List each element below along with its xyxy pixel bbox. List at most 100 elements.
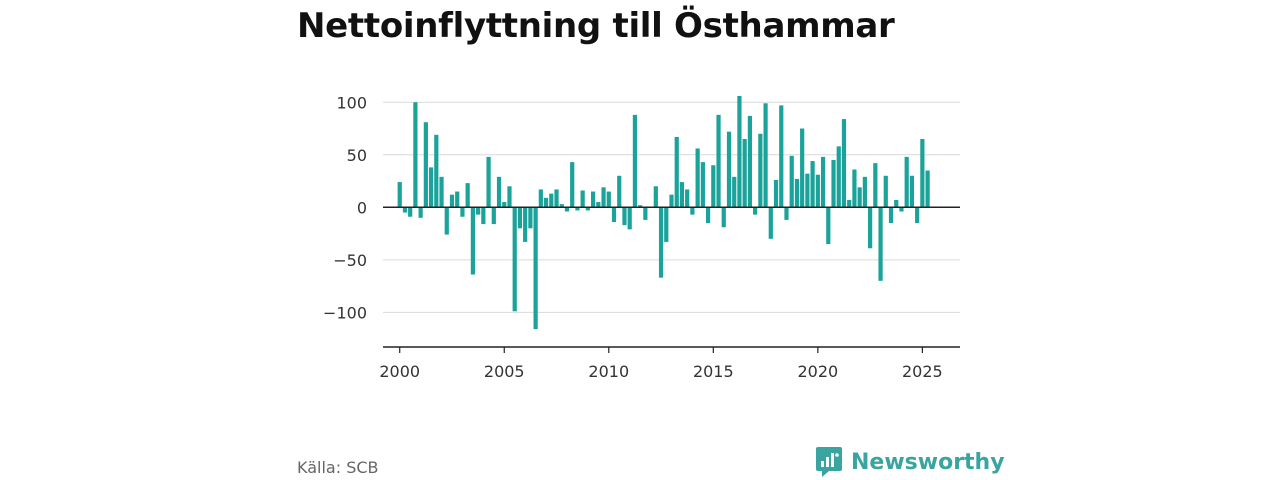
bar	[538, 189, 543, 208]
bar	[627, 207, 632, 230]
bar	[753, 207, 758, 215]
bar	[920, 139, 925, 208]
bar	[606, 191, 611, 208]
bar	[820, 156, 826, 208]
bar	[747, 115, 752, 208]
newsworthy-logo-icon	[816, 447, 842, 477]
bar	[523, 207, 528, 242]
bar	[857, 187, 862, 208]
bar	[658, 207, 664, 278]
bar	[617, 175, 622, 208]
bar	[732, 176, 737, 208]
bar	[695, 148, 700, 208]
bar	[758, 133, 763, 208]
bar	[784, 207, 789, 220]
bar	[826, 207, 831, 245]
brand-name: Newsworthy	[851, 449, 1005, 475]
bar	[408, 207, 413, 217]
bar	[512, 207, 517, 312]
bar	[528, 207, 533, 229]
bar	[674, 136, 679, 208]
bar	[653, 186, 658, 208]
bar	[596, 202, 601, 208]
y-tick-labels: −100 −50 0 50 100	[323, 93, 367, 322]
bar	[711, 165, 716, 208]
bar	[685, 189, 690, 208]
bar	[690, 207, 695, 215]
bar	[575, 207, 580, 211]
bar	[496, 176, 502, 208]
bar	[763, 103, 768, 208]
axes	[383, 206, 960, 348]
y-tick-label: −100	[323, 303, 367, 322]
bar	[664, 207, 669, 242]
bar	[737, 95, 742, 208]
bar	[413, 102, 418, 208]
bar	[476, 207, 481, 215]
bar	[810, 161, 815, 208]
bar	[439, 176, 444, 208]
bar	[679, 182, 685, 208]
bar	[768, 207, 773, 239]
bar	[643, 207, 648, 220]
bar	[632, 114, 638, 208]
y-tick-label: 0	[357, 198, 367, 217]
bar	[491, 207, 496, 225]
bar	[800, 128, 805, 208]
bar	[455, 191, 460, 208]
x-tick-labels: 2000 2005 2010 2015 2020 2025	[379, 347, 943, 381]
bar	[899, 207, 904, 212]
bar	[570, 162, 575, 208]
x-tick-label: 2015	[693, 362, 734, 381]
bar	[815, 174, 820, 208]
bar	[434, 134, 439, 208]
bar	[554, 189, 559, 208]
bar	[841, 119, 847, 208]
bar	[428, 167, 434, 208]
bar	[925, 170, 930, 208]
bar	[852, 169, 857, 208]
bar	[831, 160, 836, 208]
x-tick-label: 2005	[484, 362, 525, 381]
bar	[591, 191, 596, 208]
bar	[794, 178, 800, 208]
bar	[862, 176, 867, 208]
bar	[585, 207, 590, 211]
bar	[507, 186, 512, 208]
bar	[721, 207, 726, 228]
y-tick-label: 50	[347, 146, 367, 165]
bar	[789, 155, 794, 208]
bar	[402, 207, 408, 213]
bar	[611, 207, 617, 222]
bar	[470, 207, 475, 275]
bars	[397, 95, 930, 330]
bar	[638, 205, 643, 208]
bar	[836, 146, 841, 208]
y-tick-label: 100	[336, 93, 367, 112]
bar	[397, 182, 402, 208]
x-tick-label: 2010	[588, 362, 629, 381]
bar	[742, 139, 747, 208]
brand-logo: Newsworthy	[815, 446, 1005, 478]
bar	[517, 207, 523, 229]
bar	[601, 187, 606, 208]
bar	[805, 173, 810, 208]
bar	[888, 207, 894, 224]
source-label: Källa: SCB	[297, 458, 379, 477]
bar	[915, 207, 920, 224]
bar	[669, 194, 674, 208]
x-tick-label: 2025	[902, 362, 943, 381]
bar	[533, 207, 538, 330]
bar	[773, 179, 779, 208]
bar	[564, 207, 570, 212]
bar	[460, 207, 465, 217]
bar	[449, 194, 455, 208]
bar	[549, 193, 554, 208]
bar	[716, 114, 721, 208]
bar	[502, 202, 507, 208]
bar	[559, 204, 564, 208]
y-tick-label: −50	[333, 251, 367, 270]
chart-title: Nettoinflyttning till Östhammar	[297, 6, 895, 46]
bar	[909, 175, 915, 208]
